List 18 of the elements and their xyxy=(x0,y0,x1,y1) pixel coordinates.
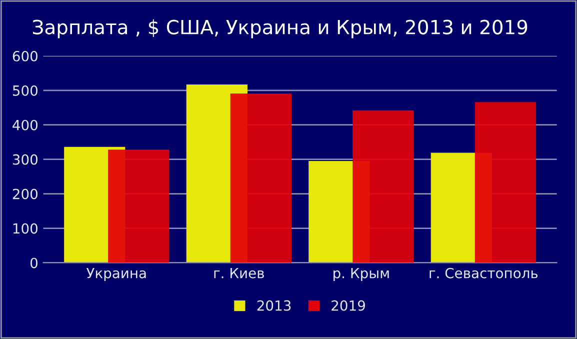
x-tick-label: р. Крым xyxy=(334,268,389,282)
y-tick-label: 500 xyxy=(12,85,38,96)
y-tick-label: 600 xyxy=(12,50,38,62)
legend-label: 2013 xyxy=(257,300,291,311)
legend-label: 2019 xyxy=(332,300,365,311)
bar xyxy=(108,150,170,263)
x-tick-label: г. Киев xyxy=(214,268,264,278)
bar xyxy=(352,110,414,263)
y-tick-label: 0 xyxy=(30,258,38,268)
y-tick-label: 100 xyxy=(13,223,38,234)
bar xyxy=(230,94,292,263)
y-tick-label: 300 xyxy=(12,154,38,165)
chart-title: Зарплата , $ США, Украина и Крым, 2013 и 2019 xyxy=(33,19,528,38)
x-tick-label: г. Севастополь xyxy=(430,268,538,278)
y-tick-label: 400 xyxy=(12,120,38,130)
y-tick-label: 200 xyxy=(12,188,38,200)
x-tick-label: Украина xyxy=(86,268,146,282)
bar xyxy=(474,102,536,263)
